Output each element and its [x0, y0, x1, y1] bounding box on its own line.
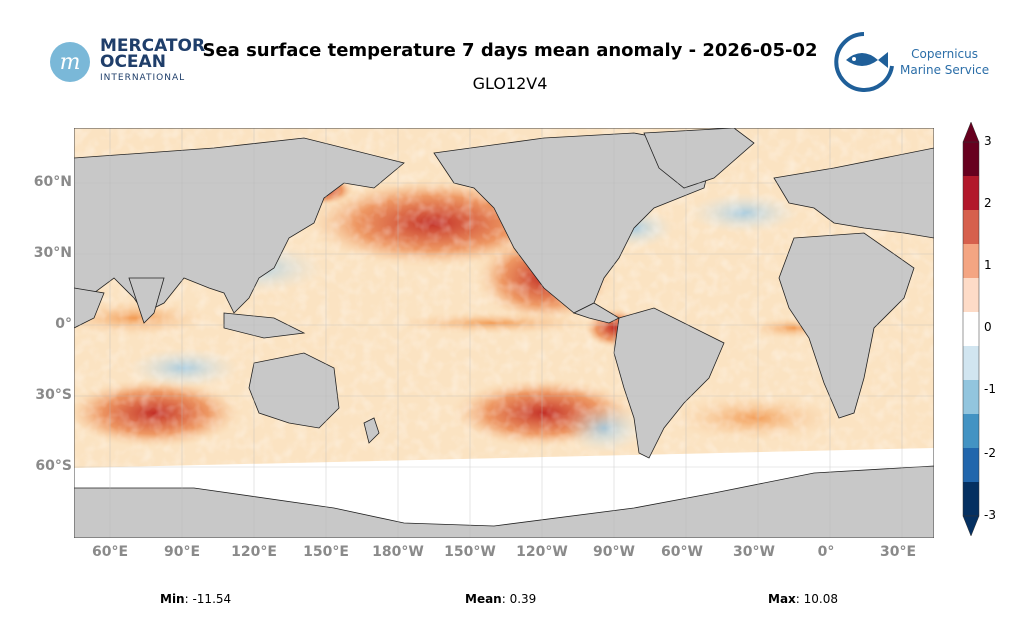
land-australia [248, 352, 340, 429]
stat-mean: Mean: 0.39 [465, 592, 536, 606]
stat-max-label: Max [768, 592, 796, 606]
land [74, 128, 934, 538]
lat-label-60s: 60°S [35, 458, 72, 474]
colorbar-segment [963, 312, 979, 347]
colorbar-segment [963, 244, 979, 279]
land-asia [74, 137, 405, 314]
land-south-america [613, 307, 725, 459]
colorbar-tick-1: 1 [984, 258, 992, 272]
colorbar-tick-0: 0 [984, 320, 992, 334]
colorbar-segment [963, 380, 979, 415]
stat-mean-value: : 0.39 [501, 592, 537, 606]
lon-label-150e: 150°E [303, 544, 349, 560]
land-new-zealand [363, 417, 380, 444]
land-antarctica [74, 465, 934, 538]
mercator-line1: MERCATOR [100, 36, 206, 56]
land-india [128, 277, 165, 324]
colorbar-segment [963, 414, 979, 449]
colorbar-bottom-arrow [962, 515, 980, 537]
lat-label-30n: 30°N [33, 245, 72, 261]
mercator-line2: OCEAN [100, 52, 166, 72]
lon-label-60w: 60°W [661, 544, 703, 560]
lon-label-120w: 120°W [516, 544, 568, 560]
graticule [74, 128, 934, 538]
lon-label-90e: 90°E [163, 544, 201, 560]
stat-min-value: : -11.54 [184, 592, 232, 606]
lon-label-150w: 150°W [444, 544, 496, 560]
copernicus-fish-icon [834, 32, 894, 92]
colorbar-tick-3: 3 [984, 134, 992, 148]
colorbar [962, 121, 980, 537]
lon-label-0: 0° [817, 544, 835, 560]
stat-min: Min: -11.54 [160, 592, 231, 606]
colorbar-tick-neg1: -1 [984, 382, 996, 396]
copernicus-line1: Copernicus [911, 47, 978, 61]
colorbar-tick-neg2: -2 [984, 446, 996, 460]
svg-text:m: m [60, 50, 81, 75]
lat-label-60n: 60°N [33, 174, 72, 190]
stat-mean-label: Mean [465, 592, 502, 606]
colorbar-tick-2: 2 [984, 196, 992, 210]
copernicus-logo: Copernicus Marine Service [830, 30, 1000, 94]
colorbar-top-arrow [962, 121, 980, 143]
map-title: Sea surface temperature 7 days mean anom… [202, 40, 818, 61]
land-africa-west [778, 232, 915, 419]
colorbar-segment [963, 346, 979, 381]
sst-anomaly-map [74, 128, 934, 538]
mercator-ocean-logo: m MERCATOR OCEAN INTERNATIONAL [48, 38, 205, 86]
lon-label-120e: 120°E [231, 544, 277, 560]
lon-label-30w: 30°W [733, 544, 775, 560]
lon-label-60e: 60°E [91, 544, 129, 560]
colorbar-segment [963, 482, 979, 517]
land-greenland [643, 128, 755, 189]
colorbar-tick-neg3: -3 [984, 508, 996, 522]
land-europe [773, 147, 934, 239]
copernicus-line2: Marine Service [900, 63, 990, 77]
colorbar-segment [963, 278, 979, 313]
land-indonesia [223, 312, 306, 339]
colorbar-segment [963, 142, 979, 177]
land-africa [74, 287, 105, 329]
stat-min-label: Min [160, 592, 185, 606]
colorbar-segment [963, 448, 979, 483]
stat-max-value: : 10.08 [795, 592, 838, 606]
lon-label-180w: 180°W [372, 544, 424, 560]
stat-max: Max: 10.08 [768, 592, 838, 606]
lat-label-0: 0° [55, 316, 72, 332]
mercator-logo-icon: m [50, 42, 90, 82]
colorbar-segments [962, 141, 980, 517]
lon-label-30e: 30°E [879, 544, 917, 560]
lat-label-30s: 30°S [35, 387, 72, 403]
colorbar-segment [963, 210, 979, 245]
mercator-line3: INTERNATIONAL [100, 73, 186, 83]
map-subtitle: GLO12V4 [472, 74, 548, 93]
lon-label-90w: 90°W [593, 544, 635, 560]
colorbar-segment [963, 176, 979, 211]
